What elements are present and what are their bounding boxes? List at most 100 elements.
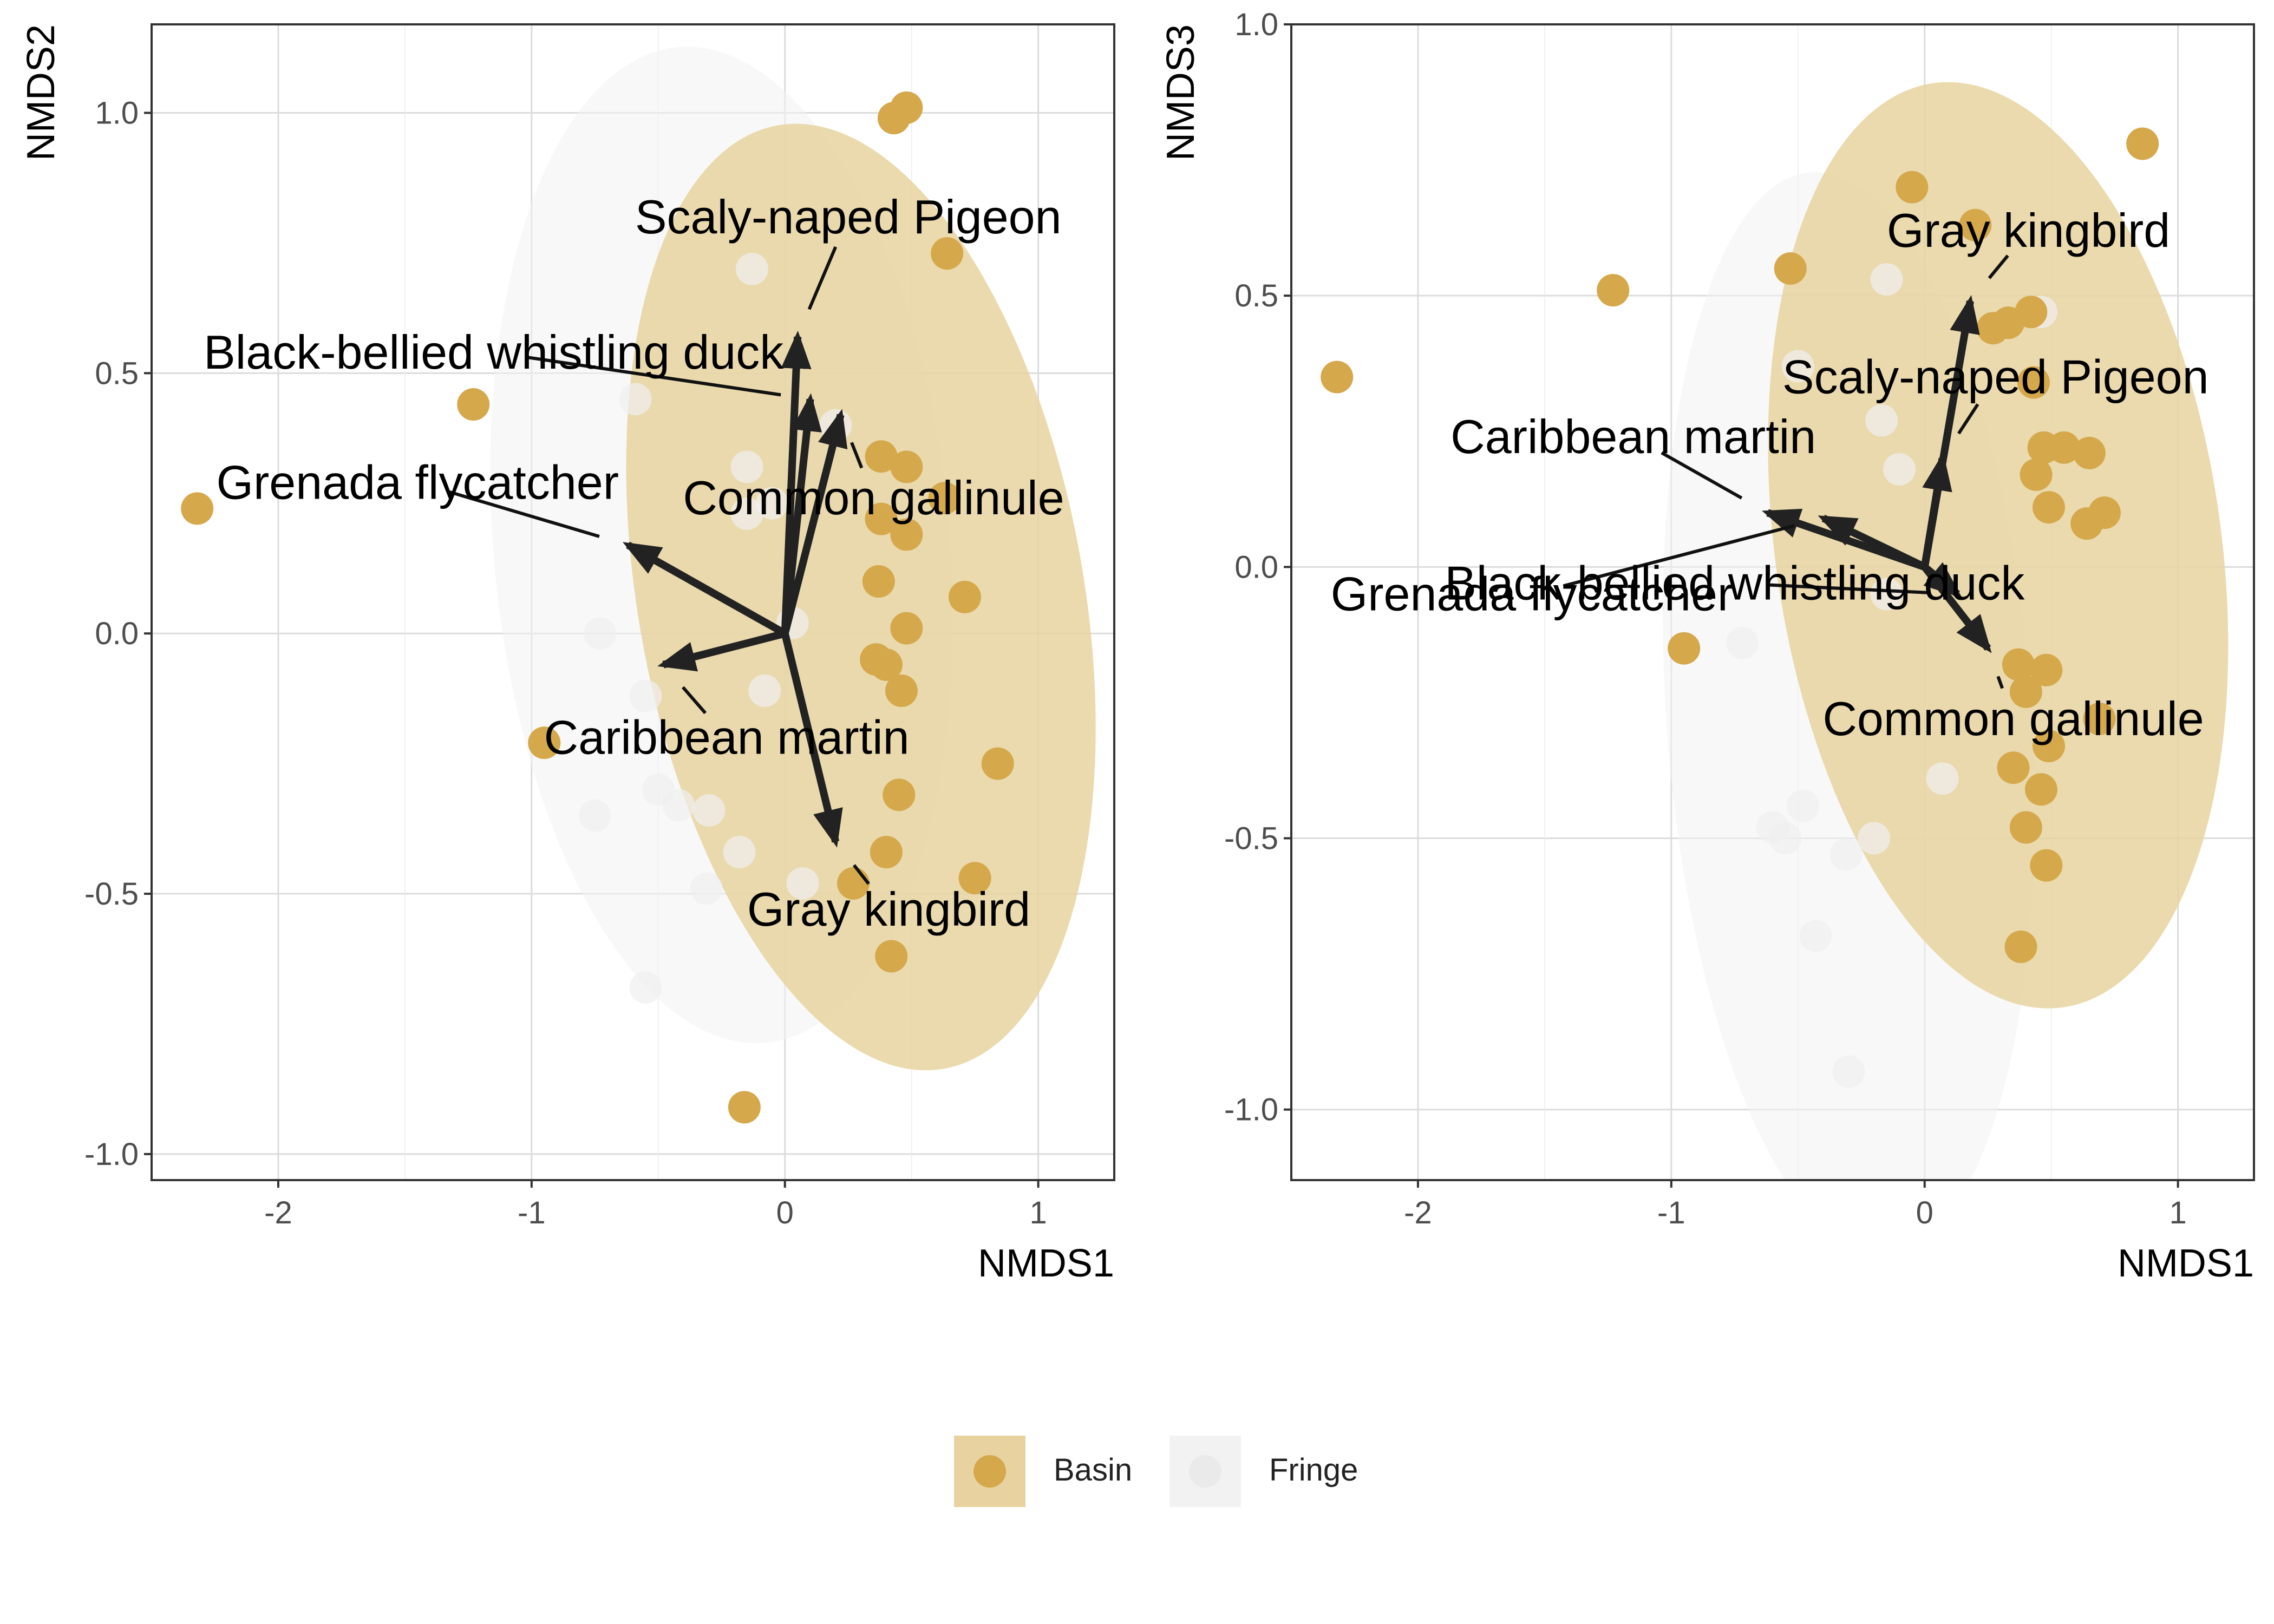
y-tick-label: -0.5 bbox=[1224, 821, 1278, 856]
point-fringe bbox=[584, 617, 617, 650]
point-fringe bbox=[1870, 263, 1903, 296]
point-basin bbox=[1997, 751, 2030, 784]
point-basin bbox=[890, 450, 923, 483]
point-basin bbox=[1774, 252, 1807, 285]
point-basin bbox=[1668, 632, 1701, 665]
point-fringe bbox=[730, 497, 763, 531]
point-basin bbox=[890, 612, 923, 645]
point-basin bbox=[2002, 648, 2035, 681]
point-basin bbox=[2033, 730, 2066, 763]
point-basin bbox=[457, 388, 490, 421]
label-leader-line bbox=[681, 686, 707, 715]
point-fringe bbox=[629, 971, 662, 1004]
label-leader-line bbox=[448, 490, 600, 538]
vectors bbox=[1762, 295, 1992, 653]
point-basin bbox=[2024, 773, 2057, 806]
point-basin bbox=[928, 482, 961, 515]
label-leader-line bbox=[1957, 403, 1979, 435]
y-tick-label: -1.0 bbox=[84, 1137, 139, 1172]
point-fringe bbox=[629, 679, 662, 712]
point-basin bbox=[1896, 171, 1929, 204]
point-basin bbox=[890, 91, 923, 124]
point-basin bbox=[2004, 930, 2037, 963]
vector-arrow bbox=[781, 409, 848, 634]
x-tick-label: 1 bbox=[1029, 1195, 1047, 1230]
vector-arrow bbox=[1922, 565, 1992, 653]
point-fringe bbox=[690, 872, 723, 905]
label-leader-line bbox=[1767, 583, 1928, 594]
point-basin bbox=[981, 747, 1014, 780]
point-fringe bbox=[748, 674, 781, 707]
x-tick-label: 0 bbox=[776, 1195, 794, 1230]
ellipse-basin bbox=[626, 123, 1096, 1071]
x-axis-title: NMDS1 bbox=[2118, 1242, 2254, 1285]
chart-panel-nmds1-nmds3: Gray kingbird Scaly-naped Pigeon Caribbean… bbox=[1159, 7, 2255, 1285]
point-fringe bbox=[619, 383, 652, 416]
point-basin bbox=[2017, 366, 2050, 399]
label-leader-line bbox=[525, 355, 781, 397]
vector-label: Scaly-naped Pigeon bbox=[635, 190, 1062, 244]
point-fringe bbox=[730, 450, 763, 483]
point-basin bbox=[1321, 361, 1354, 394]
point-basin bbox=[2073, 436, 2106, 469]
panel-border bbox=[151, 23, 1115, 1181]
point-basin bbox=[958, 862, 991, 895]
label-leader-line bbox=[1996, 676, 2004, 689]
point-basin bbox=[2083, 703, 2116, 736]
x-tick-label: -2 bbox=[264, 1195, 292, 1230]
point-fringe bbox=[662, 789, 695, 822]
x-tick-label: 1 bbox=[2169, 1195, 2186, 1230]
y-tick-label: -0.5 bbox=[84, 876, 139, 912]
point-basin bbox=[2030, 849, 2063, 882]
point-fringe bbox=[1726, 626, 1759, 659]
vector-arrow bbox=[781, 393, 822, 634]
point-basin bbox=[181, 492, 214, 525]
point-fringe bbox=[578, 799, 611, 832]
y-tick-label: 1.0 bbox=[1234, 7, 1278, 42]
x-axis-title: NMDS1 bbox=[978, 1242, 1114, 1285]
point-fringe bbox=[1781, 350, 1814, 383]
vector-arrow bbox=[622, 541, 787, 637]
point-basin bbox=[931, 237, 964, 270]
vector-label: Caribbean martin bbox=[544, 711, 910, 764]
point-basin bbox=[2009, 811, 2042, 844]
point-basin bbox=[1977, 312, 2010, 345]
vectors bbox=[622, 330, 848, 848]
y-tick-label: 0.0 bbox=[95, 616, 139, 651]
point-fringe bbox=[723, 836, 756, 869]
point-basin bbox=[528, 726, 561, 759]
point-basin bbox=[883, 778, 916, 811]
point-fringe bbox=[1832, 1055, 1865, 1088]
point-basin bbox=[870, 648, 903, 681]
vector-label: Black-bellied whistling duck bbox=[1445, 556, 2025, 610]
point-fringe bbox=[756, 487, 789, 520]
label-leader-line bbox=[1661, 451, 1743, 500]
point-fringe bbox=[735, 253, 768, 286]
point-fringe bbox=[1870, 578, 1903, 611]
point-basin bbox=[2070, 507, 2103, 540]
point-basin bbox=[865, 440, 898, 473]
vector-label: Grenada flycatcher bbox=[1331, 567, 1734, 620]
vector-label: Common gallinule bbox=[1822, 692, 2204, 745]
chart-panel-nmds1-nmds2: Scaly-naped Pigeon Black-bellied whistlin… bbox=[19, 23, 1115, 1285]
point-basin bbox=[2009, 675, 2042, 708]
point-basin bbox=[885, 674, 918, 707]
vector-label: Caribbean martin bbox=[1450, 410, 1816, 463]
point-basin bbox=[948, 580, 981, 613]
point-fringe bbox=[692, 794, 726, 827]
label-leader-line bbox=[1563, 524, 1795, 588]
point-fringe bbox=[1883, 453, 1916, 486]
x-tick-label: 0 bbox=[1916, 1195, 1933, 1230]
y-tick-label: 1.0 bbox=[95, 95, 139, 130]
y-axis-title: NMDS3 bbox=[1159, 24, 1203, 161]
ellipse-basin bbox=[1768, 82, 2229, 1009]
point-basin bbox=[728, 1091, 761, 1124]
label-leader-line bbox=[807, 246, 838, 310]
vector-label: Common gallinule bbox=[683, 471, 1064, 525]
point-basin bbox=[870, 836, 903, 869]
y-axis-title: NMDS2 bbox=[19, 24, 63, 161]
vector-arrow bbox=[657, 630, 786, 672]
vector-label: Scaly-naped Pigeon bbox=[1782, 350, 2209, 404]
point-basin bbox=[2126, 127, 2159, 160]
y-tick-label: 0.0 bbox=[1234, 549, 1278, 585]
